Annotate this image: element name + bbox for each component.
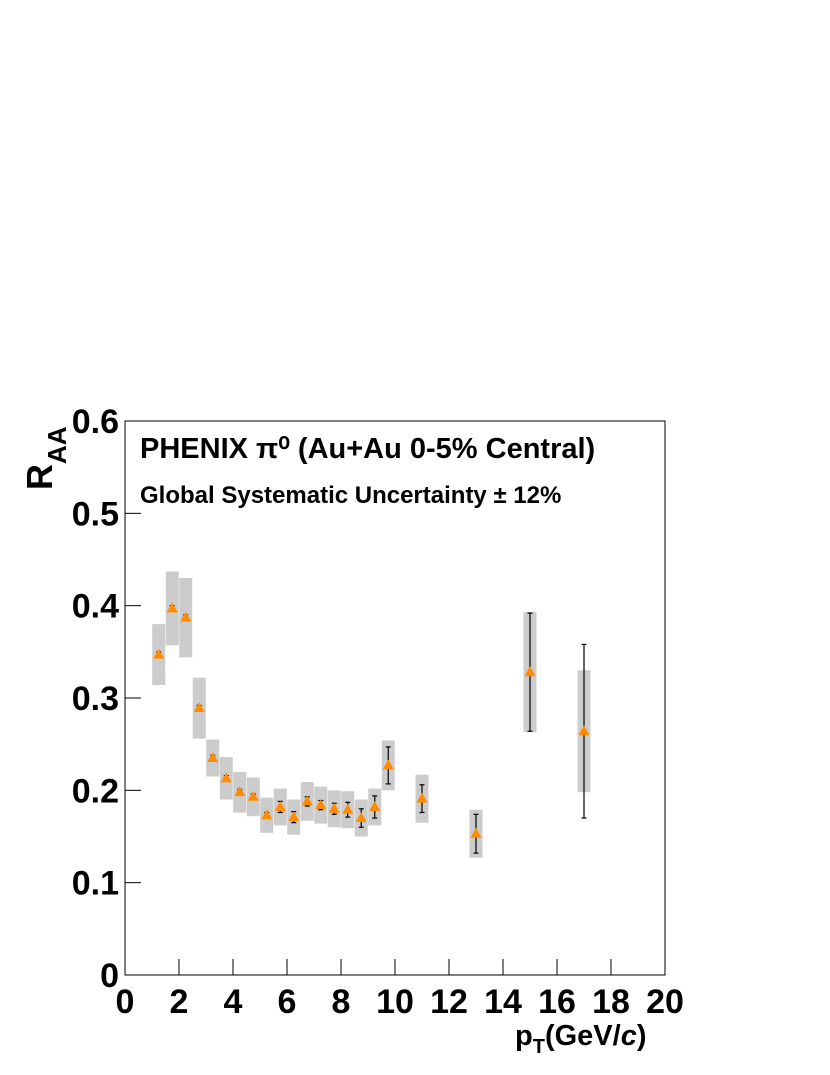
y-tick-label: 0.4 xyxy=(72,588,119,626)
data-point xyxy=(470,827,482,838)
x-tick-label: 2 xyxy=(170,983,189,1021)
data-point xyxy=(193,702,205,713)
data-point xyxy=(328,802,340,813)
y-tick-label: 0.3 xyxy=(72,680,119,718)
y-label-sub: AA xyxy=(42,426,72,464)
x-label-part: ) xyxy=(637,1020,647,1052)
x-label-part: T xyxy=(533,1036,545,1058)
x-label-part: c xyxy=(621,1020,637,1052)
data-point xyxy=(355,812,367,823)
x-tick-label: 14 xyxy=(484,983,522,1021)
x-tick-label: 16 xyxy=(538,983,576,1021)
x-tick-label: 10 xyxy=(376,983,414,1021)
data-point xyxy=(524,666,536,677)
annotation: PHENIX π⁰ (Au+Au 0-5% Central) xyxy=(140,433,595,465)
data-point xyxy=(247,790,259,801)
y-tick-label: 0.1 xyxy=(72,865,119,903)
x-tick-label: 8 xyxy=(332,983,351,1021)
x-tick-label: 12 xyxy=(430,983,468,1021)
data-point xyxy=(382,759,394,770)
data-point xyxy=(288,811,300,822)
x-tick-label: 20 xyxy=(646,983,684,1021)
data-point xyxy=(301,795,313,806)
data-point xyxy=(180,611,192,622)
y-tick-label: 0 xyxy=(100,957,119,995)
x-tick-label: 6 xyxy=(278,983,297,1021)
data-point xyxy=(315,799,327,810)
data-point xyxy=(578,725,590,736)
x-tick-label: 4 xyxy=(224,983,243,1021)
y-axis-label: R AA xyxy=(19,426,72,490)
x-label-part: p xyxy=(515,1020,533,1052)
x-label-part: (GeV/ xyxy=(545,1020,621,1052)
data-point xyxy=(234,786,246,797)
x-tick-label: 18 xyxy=(592,983,630,1021)
x-axis-label: pT(GeV/c) xyxy=(515,1020,647,1058)
data-point xyxy=(416,792,428,803)
data-point xyxy=(261,809,273,820)
data-point xyxy=(342,803,354,814)
annotation: Global Systematic Uncertainty ± 12% xyxy=(140,482,561,509)
data-point xyxy=(153,648,165,659)
y-tick-label: 0.6 xyxy=(72,403,119,441)
data-point xyxy=(369,800,381,811)
data-point xyxy=(274,800,286,811)
data-point xyxy=(166,602,178,613)
y-tick-label: 0.5 xyxy=(72,495,119,533)
data-point xyxy=(220,772,232,783)
data-point xyxy=(207,752,219,763)
y-label-main: R xyxy=(19,464,60,490)
x-tick-label: 0 xyxy=(116,983,135,1021)
y-tick-label: 0.2 xyxy=(72,772,119,810)
